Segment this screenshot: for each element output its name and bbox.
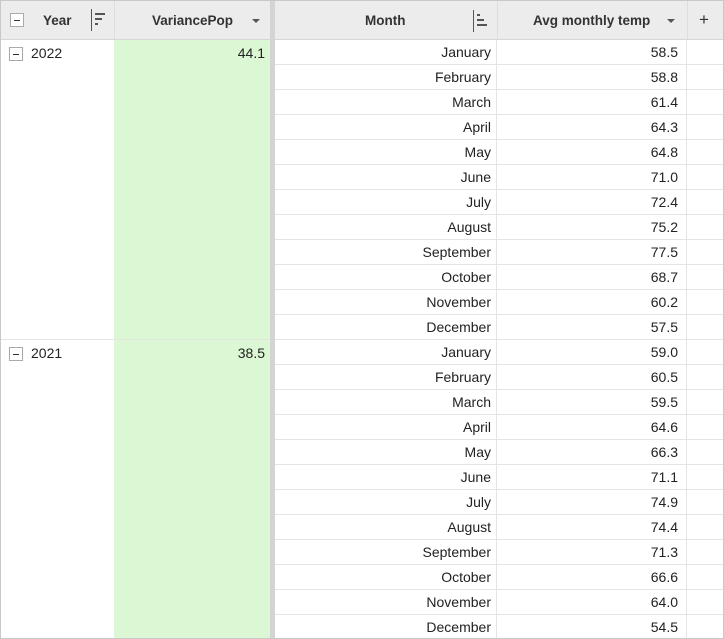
temp-cell: 74.9 bbox=[497, 490, 687, 514]
table-row: July 74.9 bbox=[275, 490, 723, 515]
temp-cell: 77.5 bbox=[497, 240, 687, 264]
table-row: June 71.1 bbox=[275, 465, 723, 490]
temp-cell: 64.0 bbox=[497, 590, 687, 614]
variancepop-value: 44.1 bbox=[114, 40, 270, 339]
temp-cell: 68.7 bbox=[497, 265, 687, 289]
temp-cell: 54.5 bbox=[497, 615, 687, 638]
temp-cell: 59.0 bbox=[497, 340, 687, 364]
month-cell: April bbox=[275, 415, 497, 439]
month-cell: July bbox=[275, 490, 497, 514]
temp-cell: 64.8 bbox=[497, 140, 687, 164]
month-cell: March bbox=[275, 390, 497, 414]
right-header: Month Avg monthly temp + bbox=[275, 1, 723, 40]
table-row: January 59.0 bbox=[275, 340, 723, 365]
table-row: March 59.5 bbox=[275, 390, 723, 415]
table-row: October 68.7 bbox=[275, 265, 723, 290]
frozen-divider[interactable] bbox=[270, 1, 275, 638]
table-row: November 60.2 bbox=[275, 290, 723, 315]
collapse-group-icon[interactable] bbox=[9, 347, 23, 361]
month-cell: June bbox=[275, 465, 497, 489]
month-cell: February bbox=[275, 65, 497, 89]
month-cell: December bbox=[275, 615, 497, 638]
table-row: April 64.6 bbox=[275, 415, 723, 440]
add-column-button[interactable]: + bbox=[699, 10, 709, 29]
temp-cell: 58.5 bbox=[497, 40, 687, 64]
temp-cell: 58.8 bbox=[497, 65, 687, 89]
table-row: August 75.2 bbox=[275, 215, 723, 240]
temp-cell: 72.4 bbox=[497, 190, 687, 214]
variancepop-value: 38.5 bbox=[114, 340, 270, 638]
dropdown-caret-icon[interactable] bbox=[667, 19, 675, 23]
year-value: 2021 bbox=[31, 345, 63, 361]
year-value: 2022 bbox=[31, 45, 63, 61]
month-cell: February bbox=[275, 365, 497, 389]
temp-cell: 66.3 bbox=[497, 440, 687, 464]
sort-descending-icon[interactable] bbox=[90, 9, 105, 31]
sort-ascending-icon[interactable] bbox=[473, 10, 487, 32]
table-row: September 71.3 bbox=[275, 540, 723, 565]
table-row: July 72.4 bbox=[275, 190, 723, 215]
collapse-group-icon[interactable] bbox=[9, 47, 23, 61]
table-row: December 54.5 bbox=[275, 615, 723, 638]
month-cell: September bbox=[275, 240, 497, 264]
temp-cell: 71.1 bbox=[497, 465, 687, 489]
table-row: December 57.5 bbox=[275, 315, 723, 340]
month-cell: January bbox=[275, 40, 497, 64]
month-cell: March bbox=[275, 90, 497, 114]
temp-cell: 61.4 bbox=[497, 90, 687, 114]
temp-cell: 60.5 bbox=[497, 365, 687, 389]
month-cell: July bbox=[275, 190, 497, 214]
table-row: February 60.5 bbox=[275, 365, 723, 390]
table-row: April 64.3 bbox=[275, 115, 723, 140]
table-row: September 77.5 bbox=[275, 240, 723, 265]
month-cell: September bbox=[275, 540, 497, 564]
temp-cell: 64.6 bbox=[497, 415, 687, 439]
avg-temp-column-header[interactable]: Avg monthly temp bbox=[533, 12, 651, 28]
month-cell: January bbox=[275, 340, 497, 364]
temp-cell: 74.4 bbox=[497, 515, 687, 539]
temp-cell: 75.2 bbox=[497, 215, 687, 239]
month-cell: November bbox=[275, 590, 497, 614]
year-group: 2021 38.5 bbox=[1, 340, 270, 638]
temp-cell: 59.5 bbox=[497, 390, 687, 414]
left-header: Year VariancePop bbox=[1, 1, 270, 40]
temp-cell: 64.3 bbox=[497, 115, 687, 139]
month-cell: November bbox=[275, 290, 497, 314]
temp-cell: 71.3 bbox=[497, 540, 687, 564]
temp-cell: 71.0 bbox=[497, 165, 687, 189]
temp-cell: 57.5 bbox=[497, 315, 687, 339]
table-row: August 74.4 bbox=[275, 515, 723, 540]
year-group: 2022 44.1 bbox=[1, 40, 270, 340]
month-cell: June bbox=[275, 165, 497, 189]
table-row: November 64.0 bbox=[275, 590, 723, 615]
month-cell: December bbox=[275, 315, 497, 339]
month-cell: May bbox=[275, 440, 497, 464]
collapse-all-icon[interactable] bbox=[10, 13, 24, 27]
table-row: June 71.0 bbox=[275, 165, 723, 190]
variancepop-column-header[interactable]: VariancePop bbox=[152, 12, 234, 28]
month-column-header[interactable]: Month bbox=[365, 12, 406, 28]
month-cell: August bbox=[275, 515, 497, 539]
year-column-header[interactable]: Year bbox=[43, 12, 72, 28]
table-row: May 66.3 bbox=[275, 440, 723, 465]
temp-cell: 66.6 bbox=[497, 565, 687, 589]
table-row: May 64.8 bbox=[275, 140, 723, 165]
table-row: March 61.4 bbox=[275, 90, 723, 115]
temp-cell: 60.2 bbox=[497, 290, 687, 314]
month-cell: April bbox=[275, 115, 497, 139]
table-row: October 66.6 bbox=[275, 565, 723, 590]
month-cell: May bbox=[275, 140, 497, 164]
month-cell: October bbox=[275, 265, 497, 289]
table-row: January 58.5 bbox=[275, 40, 723, 65]
table-row: February 58.8 bbox=[275, 65, 723, 90]
month-cell: October bbox=[275, 565, 497, 589]
dropdown-caret-icon[interactable] bbox=[252, 19, 260, 23]
month-cell: August bbox=[275, 215, 497, 239]
